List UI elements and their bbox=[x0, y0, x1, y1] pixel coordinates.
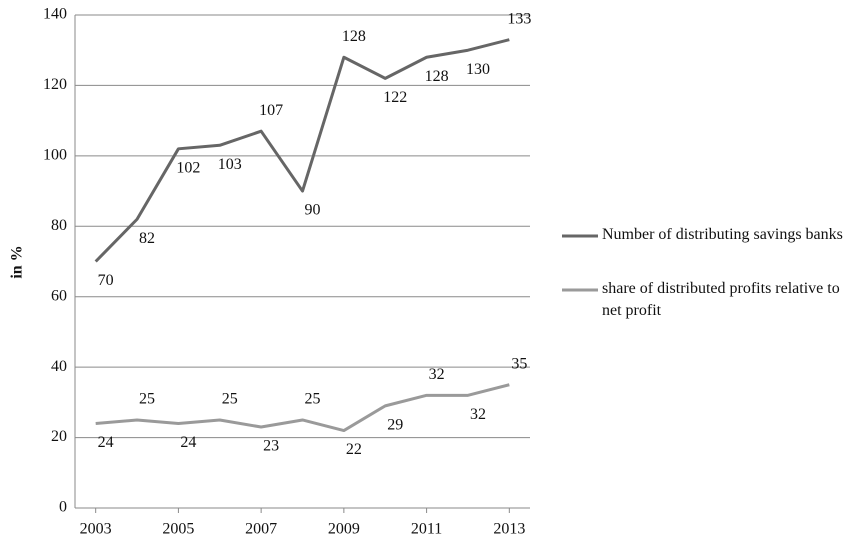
data-label: 128 bbox=[342, 28, 366, 45]
data-label: 133 bbox=[507, 10, 531, 27]
y-tick-label: 80 bbox=[51, 217, 67, 234]
legend-label: share of distributed profits relative to… bbox=[602, 280, 840, 319]
data-label: 22 bbox=[346, 441, 362, 458]
data-label: 82 bbox=[139, 230, 155, 247]
y-tick-label: 120 bbox=[43, 76, 67, 93]
legend-entry: share of distributed profits relative to… bbox=[602, 280, 840, 319]
data-label: 90 bbox=[305, 202, 321, 219]
data-label: 102 bbox=[176, 159, 200, 176]
y-tick-label: 40 bbox=[51, 358, 67, 375]
y-tick-label: 100 bbox=[43, 147, 67, 164]
data-label: 24 bbox=[180, 434, 196, 451]
x-tick-label: 2011 bbox=[411, 521, 442, 538]
y-tick-label: 20 bbox=[51, 428, 67, 445]
data-label: 107 bbox=[259, 102, 283, 119]
series-line bbox=[95, 383, 510, 433]
data-label: 130 bbox=[466, 61, 490, 78]
data-label: 25 bbox=[139, 391, 155, 408]
y-tick-label: 60 bbox=[51, 287, 67, 304]
data-label: 70 bbox=[98, 272, 114, 289]
series-line bbox=[94, 38, 510, 263]
data-label: 35 bbox=[511, 355, 527, 372]
x-tick-label: 2013 bbox=[493, 521, 525, 538]
data-label: 32 bbox=[429, 366, 445, 383]
data-label: 23 bbox=[263, 438, 279, 455]
data-label: 128 bbox=[425, 68, 449, 85]
data-label: 122 bbox=[383, 89, 407, 106]
x-tick-label: 2005 bbox=[162, 521, 194, 538]
x-tick-label: 2009 bbox=[328, 521, 360, 538]
data-label: 25 bbox=[222, 391, 238, 408]
legend-label: Number of distributing savings banks bbox=[602, 226, 843, 243]
legend-entry: Number of distributing savings banks bbox=[602, 226, 843, 243]
y-tick-label: 140 bbox=[43, 6, 67, 23]
data-label: 24 bbox=[98, 434, 114, 451]
x-tick-label: 2007 bbox=[245, 521, 277, 538]
data-label: 25 bbox=[305, 391, 321, 408]
data-label: 32 bbox=[470, 406, 486, 423]
x-tick-label: 2003 bbox=[80, 521, 112, 538]
y-axis-label: in % bbox=[9, 245, 26, 278]
data-label: 103 bbox=[218, 156, 242, 173]
data-label: 29 bbox=[387, 417, 403, 434]
y-tick-label: 0 bbox=[59, 499, 67, 516]
